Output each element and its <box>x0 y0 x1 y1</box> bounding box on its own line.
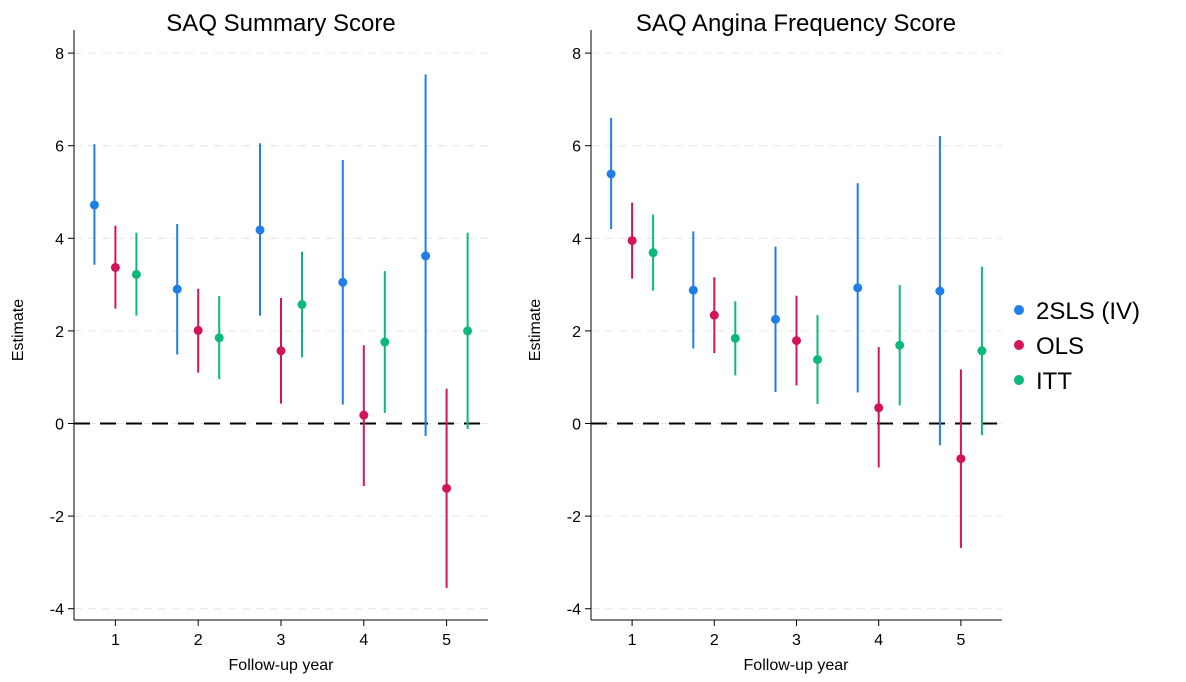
point-estimate <box>606 169 616 179</box>
point-estimate <box>463 326 473 336</box>
point-estimate <box>172 284 182 294</box>
y-tick-label: 8 <box>55 46 64 63</box>
point-estimate <box>297 300 307 310</box>
legend: 2SLS (IV) OLS ITT <box>1014 298 1140 395</box>
y-tick-label: 6 <box>572 139 581 156</box>
point-estimate <box>380 337 390 347</box>
point-estimate <box>276 346 286 356</box>
legend-label: 2SLS (IV) <box>1036 298 1140 325</box>
y-tick-label: -4 <box>567 602 581 619</box>
point-estimate <box>771 314 780 324</box>
point-estimate <box>338 277 348 287</box>
legend-marker <box>1014 340 1024 350</box>
point-estimate <box>359 410 369 420</box>
y-axis-label: Estimate <box>10 299 27 361</box>
x-axis-label: Follow-up year <box>744 657 850 674</box>
x-tick-label: 2 <box>710 632 719 649</box>
point-estimate <box>110 262 120 272</box>
y-tick-label: 8 <box>572 46 581 63</box>
point-estimate <box>89 200 99 210</box>
y-tick-label: -2 <box>567 509 581 526</box>
legend-marker <box>1014 305 1024 315</box>
panel-saq-angina-frequency: SAQ Angina Frequency Score Follow-up yea… <box>527 10 1002 674</box>
point-estimate <box>688 285 698 295</box>
y-tick-label: 0 <box>55 417 64 434</box>
y-tick-label: 4 <box>572 231 581 248</box>
y-axis-label: Estimate <box>527 299 544 361</box>
point-estimate <box>813 355 822 365</box>
point-estimate <box>421 251 431 261</box>
point-estimate <box>442 483 452 493</box>
legend-item-2sls: 2SLS (IV) <box>1014 298 1140 325</box>
x-tick-label: 3 <box>277 632 286 649</box>
legend-label: ITT <box>1036 368 1072 395</box>
x-tick-label: 3 <box>792 632 801 649</box>
point-estimate <box>627 236 637 246</box>
legend-label: OLS <box>1036 333 1084 360</box>
x-tick-label: 2 <box>194 632 203 649</box>
x-tick-label: 4 <box>359 632 368 649</box>
legend-item-ols: OLS <box>1014 333 1084 360</box>
point-estimate <box>648 248 658 258</box>
panel-title: SAQ Angina Frequency Score <box>636 10 956 37</box>
x-axis-label: Follow-up year <box>229 657 335 674</box>
legend-item-itt: ITT <box>1014 368 1072 395</box>
point-estimate <box>131 269 141 279</box>
x-tick-label: 5 <box>442 632 451 649</box>
y-tick-label: 4 <box>55 231 64 248</box>
point-estimate <box>956 454 966 464</box>
y-tick-label: 6 <box>55 139 64 156</box>
point-estimate <box>193 325 203 335</box>
y-tick-label: 0 <box>572 417 581 434</box>
y-tick-label: 2 <box>55 324 64 341</box>
x-tick-label: 1 <box>111 632 120 649</box>
y-tick-label: -4 <box>50 602 64 619</box>
point-estimate <box>853 283 863 293</box>
point-estimate <box>709 310 719 320</box>
y-tick-label: -2 <box>50 509 64 526</box>
panel-title: SAQ Summary Score <box>166 10 395 37</box>
point-estimate <box>730 333 740 343</box>
point-estimate <box>895 340 905 350</box>
point-estimate <box>214 333 224 343</box>
point-estimate <box>874 403 884 413</box>
x-tick-label: 1 <box>628 632 637 649</box>
point-estimate <box>255 225 265 235</box>
x-tick-label: 5 <box>956 632 965 649</box>
point-estimate <box>792 336 801 346</box>
y-tick-label: 2 <box>572 324 581 341</box>
legend-marker <box>1014 375 1024 385</box>
point-estimate <box>935 286 945 296</box>
panel-saq-summary: SAQ Summary Score Follow-up year Estimat… <box>10 10 488 674</box>
x-tick-label: 4 <box>874 632 883 649</box>
point-estimate <box>977 346 987 356</box>
